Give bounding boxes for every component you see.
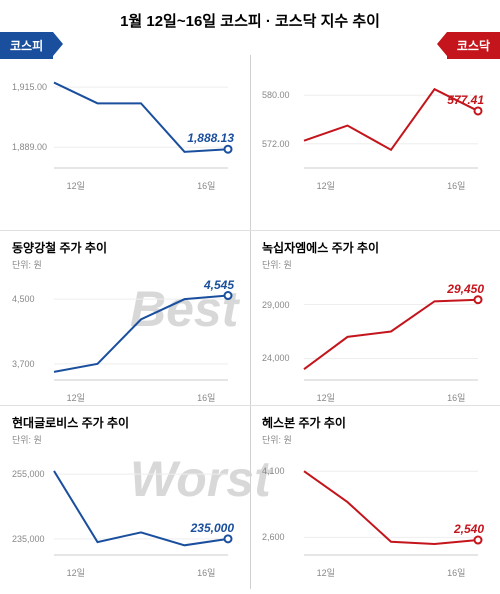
right-column: 580.00572.00577.4112일16일녹십자엠에스 주가 추이단위: …	[250, 55, 500, 580]
x-tick-label: 16일	[197, 391, 215, 404]
x-tick-label: 16일	[447, 391, 465, 404]
y-tick-label: 24,000	[262, 353, 290, 363]
main-title: 1월 12일~16일 코스피 · 코스닥 지수 추이	[0, 0, 500, 39]
line-chart: 255,000235,000235,00012일16일	[12, 450, 238, 565]
y-tick-label: 580.00	[262, 90, 290, 100]
chart-grid: 1,915.001,889.001,888.1312일16일동양강철 주가 추이…	[0, 55, 500, 580]
y-tick-label: 255,000	[12, 469, 45, 479]
line-chart: 580.00572.00577.4112일16일	[262, 63, 488, 178]
line-chart: 1,915.001,889.001,888.1312일16일	[12, 63, 238, 178]
left-column: 1,915.001,889.001,888.1312일16일동양강철 주가 추이…	[0, 55, 250, 580]
final-value-label: 577.41	[447, 93, 484, 107]
panel-unit: 단위: 원	[12, 258, 238, 271]
y-tick-label: 29,000	[262, 300, 290, 310]
y-tick-label: 3,700	[12, 359, 35, 369]
panel-unit: 단위: 원	[12, 433, 238, 446]
y-tick-label: 4,500	[12, 294, 35, 304]
final-value-label: 29,450	[447, 282, 484, 296]
final-value-label: 4,545	[204, 278, 234, 292]
chart-panel: 현대글로비스 주가 추이단위: 원 255,000 235,000 235,000 12…	[0, 405, 250, 580]
line-chart: 29,00024,00029,45012일16일	[262, 275, 488, 390]
y-tick-label: 4,100	[262, 466, 285, 476]
y-tick-label: 1,889.00	[12, 142, 47, 152]
x-tick-label: 12일	[317, 391, 335, 404]
panel-title: 녹십자엠에스 주가 추이	[262, 239, 488, 256]
x-tick-label: 12일	[317, 179, 335, 192]
final-value-label: 2,540	[454, 522, 484, 536]
final-value-label: 235,000	[191, 521, 234, 535]
chart-panel: 동양강철 주가 추이단위: 원 4,500 3,700 4,545 12일 16일	[0, 230, 250, 405]
chart-panel: 헤스본 주가 추이단위: 원 4,100 2,600 2,540 12일 16일	[250, 405, 500, 580]
y-tick-label: 1,915.00	[12, 82, 47, 92]
chart-panel: 1,915.00 1,889.00 1,888.13 12일 16일	[0, 55, 250, 230]
panel-unit: 단위: 원	[262, 433, 488, 446]
x-tick-label: 12일	[67, 179, 85, 192]
chart-container: 1월 12일~16일 코스피 · 코스닥 지수 추이 코스피 코스닥 Best …	[0, 0, 500, 594]
line-chart: 4,5003,7004,54512일16일	[12, 275, 238, 390]
x-tick-label: 16일	[197, 566, 215, 579]
x-tick-label: 16일	[197, 179, 215, 192]
panel-title: 헤스본 주가 추이	[262, 414, 488, 431]
x-tick-label: 12일	[67, 566, 85, 579]
panel-unit: 단위: 원	[262, 258, 488, 271]
chart-panel: 580.00 572.00 577.41 12일 16일	[250, 55, 500, 230]
final-value-label: 1,888.13	[187, 131, 234, 145]
x-tick-label: 16일	[447, 179, 465, 192]
x-tick-label: 12일	[317, 566, 335, 579]
y-tick-label: 572.00	[262, 139, 290, 149]
x-tick-label: 16일	[447, 566, 465, 579]
panel-title: 동양강철 주가 추이	[12, 239, 238, 256]
y-tick-label: 2,600	[262, 532, 285, 542]
line-chart: 4,1002,6002,54012일16일	[262, 450, 488, 565]
chart-panel: 녹십자엠에스 주가 추이단위: 원 29,000 24,000 29,450 12일 16…	[250, 230, 500, 405]
y-tick-label: 235,000	[12, 534, 45, 544]
panel-title: 현대글로비스 주가 추이	[12, 414, 238, 431]
x-tick-label: 12일	[67, 391, 85, 404]
